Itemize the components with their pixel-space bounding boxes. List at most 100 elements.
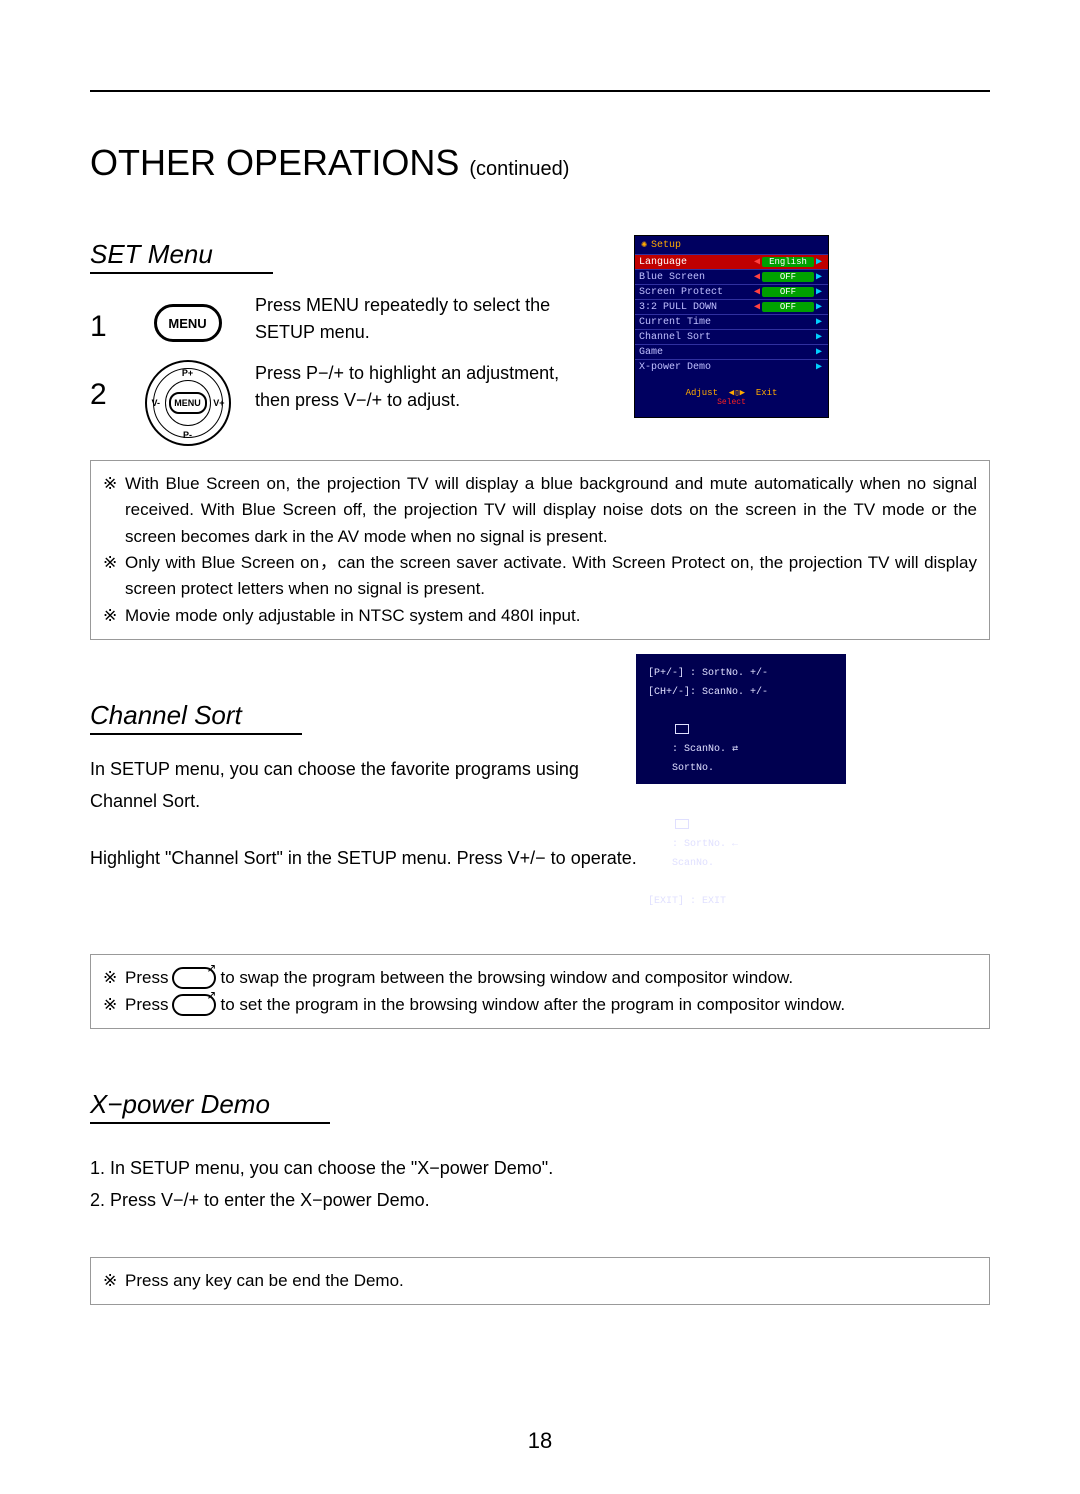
gear-icon: ✺ [641,239,647,251]
note-text: Only with Blue Screen on，can the screen … [125,550,977,603]
chsort-l3: : ScanNo. ⇄ SortNo. [648,702,834,797]
note-line: ※ Only with Blue Screen on，can the scree… [103,550,977,603]
chsort-l4: : SortNo. ← ScanNo. [648,797,834,892]
osd-exit-label: Exit [756,388,778,398]
arrow-right-icon: ▶ [814,346,824,358]
arrow-right-icon: ▶ [814,361,824,373]
note-mark-icon: ※ [103,1268,125,1294]
chsort-l4a: : SortNo. [672,839,726,850]
osd-adjust-label: Adjust [686,388,718,398]
chsort-l1: [P+/-] : SortNo. +/- [648,664,834,683]
osd-row-label: Language [639,257,752,268]
xpower-line2: 2. Press V−/+ to enter the X−power Demo. [90,1184,990,1216]
dpad-down: P- [183,430,192,440]
osd-row: Blue Screen◀OFF▶ [635,269,828,284]
xpower-line1: 1. In SETUP menu, you can choose the "X−… [90,1152,990,1184]
step-number: 2 [90,360,120,410]
step-number: 1 [90,292,120,342]
dpad-right: V+ [213,398,224,408]
osd-row: X-power Demo▶ [635,359,828,374]
swap-icon [675,724,689,734]
osd-row: Current Time▶ [635,314,828,329]
osd-row-label: Screen Protect [639,287,752,298]
arrow-left-icon: ◀ [752,286,762,298]
osd-row: 3:2 PULL DOWN◀OFF▶ [635,299,828,314]
top-rule [90,90,990,92]
step-text: Press MENU repeatedly to select the SETU… [255,292,595,346]
chsort-l5: [EXIT] : EXIT [648,892,834,911]
arrow-right-icon: ▶ [814,331,824,343]
osd-row-label: 3:2 PULL DOWN [639,302,752,313]
osd-row-value: OFF [762,287,814,297]
arrow-right-icon: ▶ [814,301,824,313]
chsort-l3a: : ScanNo. [672,744,726,755]
note-line: ※ Press any key can be end the Demo. [103,1268,977,1294]
osd-row: Screen Protect◀OFF▶ [635,284,828,299]
note-line: ※ Movie mode only adjustable in NTSC sys… [103,603,977,629]
osd-row-value: OFF [762,272,814,282]
note-mark-icon: ※ [103,550,125,603]
note-line: ※ Press to swap the program between the … [103,965,977,991]
set-step-1: 1 MENU Press MENU repeatedly to select t… [90,292,990,346]
arrow-right-icon: ▶ [814,286,824,298]
step-text: Press P−/+ to highlight an adjustment, t… [255,360,595,414]
chsort-notes-box: ※ Press to swap the program between the … [90,954,990,1029]
arrow-right-icon: ▶ [814,256,824,268]
note-mark-icon: ※ [103,965,125,991]
dpad-illustration: P+ P- V- V+ MENU [140,360,235,446]
note-text: Press any key can be end the Demo. [125,1268,977,1294]
set-step-2: 2 P+ P- V- V+ MENU Press P−/+ to highlig… [90,360,990,446]
dpad-up: P+ [182,368,193,378]
page-number: 18 [528,1428,552,1454]
osd-footer: Adjust ◀▯▶ Exit Select [635,374,828,417]
page-title: OTHER OPERATIONS (continued) [90,142,990,184]
arrow-right-icon: ▶ [814,271,824,283]
osd-row-value: OFF [762,302,814,312]
note-text: to swap the program between the browsing… [220,965,977,991]
osd-row-label: X-power Demo [639,362,814,373]
osd-row-label: Game [639,347,814,358]
dpad-left: V- [152,398,161,408]
note-text: to set the program in the browsing windo… [220,992,977,1018]
menu-button-icon: MENU [154,304,222,342]
note-mark-icon: ※ [103,603,125,629]
osd-select-label: Select [635,398,828,407]
osd-chsort-panel: [P+/-] : SortNo. +/- [CH+/-]: ScanNo. +/… [636,654,846,784]
osd-title-text: Setup [651,240,681,251]
note-text: With Blue Screen on, the projection TV w… [125,471,977,550]
section-title-xpower: X−power Demo [90,1089,330,1124]
press-label: Press [125,992,168,1018]
arrow-left-icon: ◀ [752,271,762,283]
section-title-set: SET Menu [90,239,273,274]
note-mark-icon: ※ [103,992,125,1018]
dpad-center: MENU [169,392,207,414]
chsort-line2: Highlight "Channel Sort" in the SETUP me… [90,842,990,874]
arrow-right-icon: ▶ [814,316,824,328]
insert-icon [675,819,689,829]
menu-button-illustration: MENU [140,292,235,342]
note-text: Movie mode only adjustable in NTSC syste… [125,603,977,629]
chsort-l3b: SortNo. [672,763,714,774]
osd-row: Language◀English▶ [635,254,828,269]
osd-setup-panel: ✺ Setup Language◀English▶Blue Screen◀OFF… [634,235,829,418]
chsort-l2: [CH+/-]: ScanNo. +/- [648,683,834,702]
title-suffix: (continued) [469,158,569,180]
press-label: Press [125,965,168,991]
note-line: ※ With Blue Screen on, the projection TV… [103,471,977,550]
osd-row-label: Channel Sort [639,332,814,343]
set-notes-box: ※ With Blue Screen on, the projection TV… [90,460,990,640]
xpower-note-box: ※ Press any key can be end the Demo. [90,1257,990,1305]
osd-title: ✺ Setup [635,236,828,254]
note-mark-icon: ※ [103,471,125,550]
arrow-left-icon: ◀ [752,256,762,268]
arrow-left-icon: ◀ [752,301,762,313]
title-text: OTHER OPERATIONS [90,142,459,183]
osd-row: Channel Sort▶ [635,329,828,344]
note-line: ※ Press to set the program in the browsi… [103,992,977,1018]
insert-button-icon [172,994,216,1016]
osd-row-label: Blue Screen [639,272,752,283]
chsort-l4b: ScanNo. [672,858,714,869]
osd-row: Game▶ [635,344,828,359]
chsort-line1: In SETUP menu, you can choose the favori… [90,753,630,818]
osd-row-label: Current Time [639,317,814,328]
